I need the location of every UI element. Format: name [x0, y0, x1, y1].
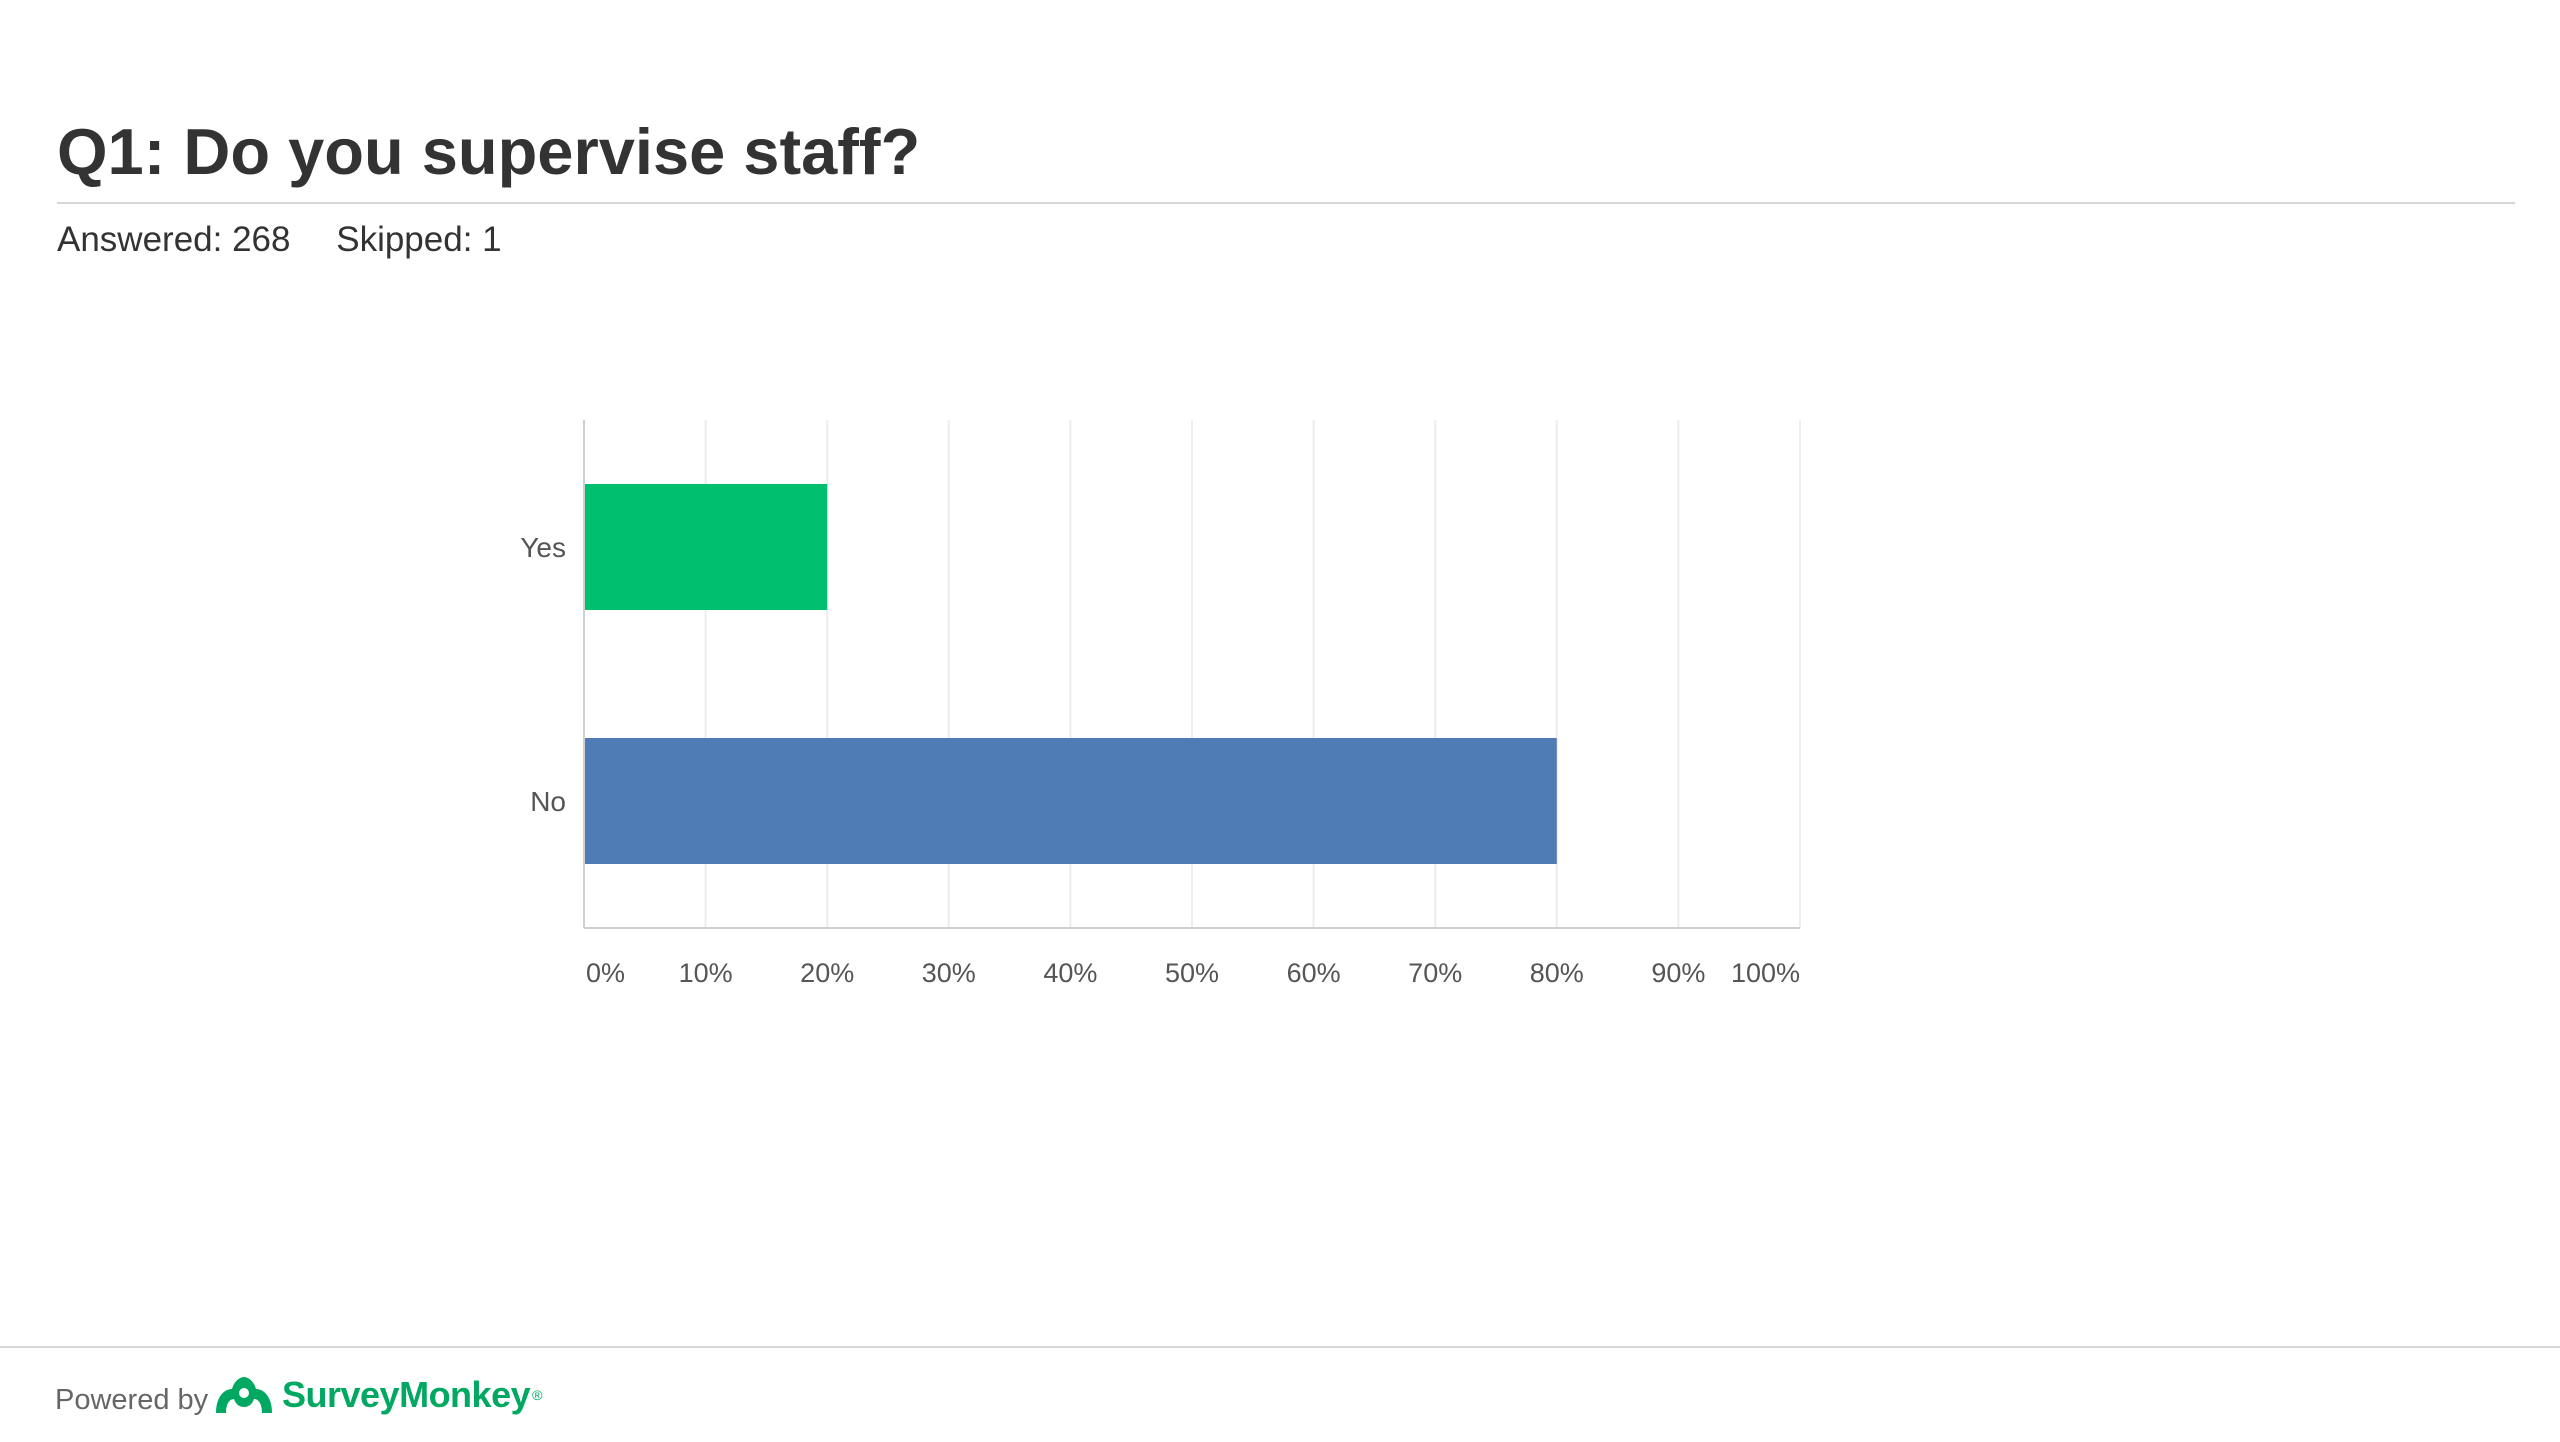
category-label: Yes — [520, 532, 566, 563]
x-tick-label: 50% — [1165, 958, 1219, 988]
answered-count: Answered: 268 — [57, 220, 291, 259]
bar-yes — [584, 484, 828, 610]
x-tick-label: 40% — [1043, 958, 1097, 988]
brand-link[interactable]: SurveyMonkey ® — [212, 1370, 542, 1420]
response-stats: Answered: 268 Skipped: 1 — [57, 214, 538, 266]
registered-mark: ® — [532, 1387, 543, 1403]
bar-chart-svg: Yes No 0% 10% 20% 30% 40% 50% 60% 70% 80% 90% 100% — [520, 420, 1801, 988]
bar-chart: Yes No 0% 10% 20% 30% 40% 50% 60% 70% 80% 90% 100% — [480, 400, 1840, 1020]
brand-name: SurveyMonkey — [282, 1374, 531, 1415]
x-tick-label: 90% — [1651, 958, 1705, 988]
surveymonkey-logo-icon — [216, 1377, 272, 1413]
x-tick-label: 0% — [586, 958, 625, 988]
x-tick-label: 60% — [1287, 958, 1341, 988]
x-tick-label: 20% — [800, 958, 854, 988]
x-tick-label: 80% — [1530, 958, 1584, 988]
question-title: Q1: Do you supervise staff? — [57, 115, 921, 188]
x-tick-label: 30% — [922, 958, 976, 988]
skipped-count: Skipped: 1 — [336, 220, 502, 259]
x-tick-label: 70% — [1408, 958, 1462, 988]
bar-no — [584, 738, 1557, 864]
category-label: No — [530, 786, 566, 817]
powered-by-label: Powered by — [55, 1384, 209, 1416]
x-tick-label: 100% — [1731, 958, 1800, 988]
footer: Powered by SurveyMonkey ® — [0, 1346, 2560, 1442]
question-header: Q1: Do you supervise staff? — [57, 112, 2515, 204]
x-tick-label: 10% — [679, 958, 733, 988]
